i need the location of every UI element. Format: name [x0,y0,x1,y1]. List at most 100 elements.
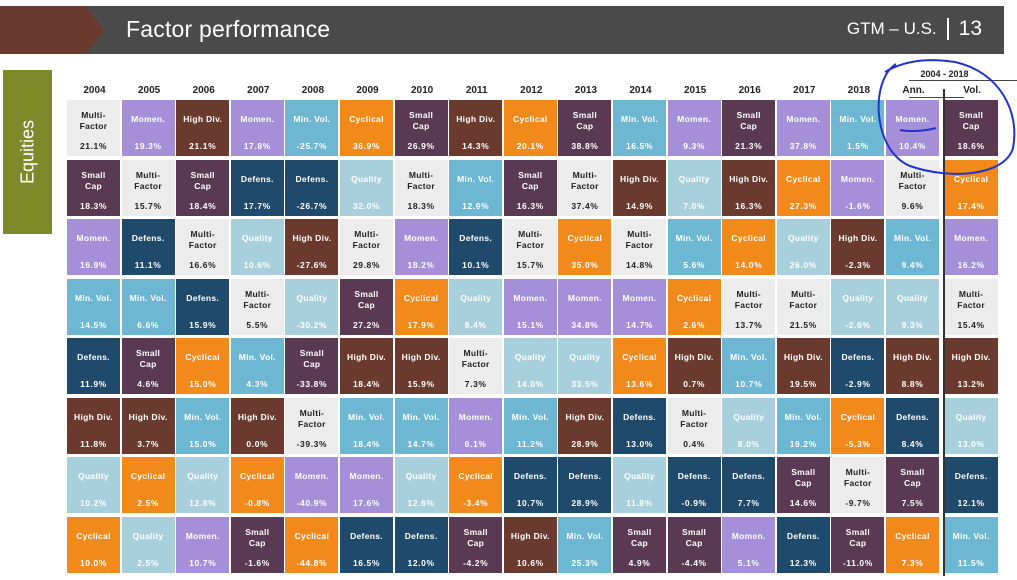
factor-cell: Cyclical 2.5% [121,457,175,513]
factor-name: Momen. [895,114,930,124]
factor-name: Defens. [623,411,656,422]
factor-cell: Small Cap 18.6% [944,100,998,156]
factor-cell: Defens. -26.7% [285,159,339,216]
factor-return: 37.4% [571,200,599,211]
factor-cell: Cyclical 35.0% [558,219,612,275]
factor-cell: Multi- Factor 7.3% [449,338,503,394]
factor-return: 18.6% [957,141,985,151]
factor-cell: Multi- Factor 18.3% [394,159,448,216]
equities-side-tab: Equities [3,70,52,234]
factor-return: -4.2% [463,557,489,568]
factor-return: 17.9% [407,319,435,330]
factor-name: Defens. [186,292,220,303]
factor-cell: Momen. 16.9% [67,219,120,275]
factor-name: Quality [787,233,819,243]
factor-return: 11.8% [626,498,653,508]
factor-cell: Min. Vol. 9.4% [886,219,939,275]
factor-name: Quality [460,292,492,303]
factor-return: -2.6% [845,319,871,330]
factor-cell: Small Cap 18.4% [176,159,230,216]
factor-name: High Div. [565,411,605,422]
factor-cell: Small Cap 27.2% [340,278,393,335]
factor-return: 34.8% [571,319,599,330]
factor-return: 10.7% [189,557,217,568]
factor-name: Multi- Factor [789,288,818,310]
factor-name: High Div. [620,173,659,184]
factor-return: 35.0% [571,260,599,270]
factor-return: 15.7% [134,200,162,211]
factor-return: -9.7% [845,498,871,508]
factor-name: Cyclical [513,114,548,124]
factor-name: Cyclical [458,471,493,481]
factor-cell: Min. Vol. 10.7% [722,338,776,394]
factor-name: Defens. [240,173,274,184]
factor-cell: High Div. 14.3% [449,100,503,156]
factor-return: 27.3% [789,200,817,211]
factor-cell: High Div. 8.8% [886,338,939,394]
factor-name: Small Cap [190,169,215,191]
factor-return: 8.4% [901,438,924,449]
factor-return: 0.4% [683,438,705,449]
factor-name: Defens. [677,471,711,481]
factor-return: -33.8% [296,379,328,389]
factor-cell: Cyclical 10.0% [67,516,120,573]
factor-name: Cyclical [403,292,439,303]
factor-cell: High Div. 19.5% [776,338,830,394]
factor-name: Momen. [731,530,766,541]
factor-cell: Multi- Factor 15.7% [121,159,175,216]
factor-name: Small Cap [518,169,543,191]
factor-cell: High Div. 14.9% [613,159,666,216]
year-header: 2006 [192,85,215,96]
year-header: 2014 [629,85,652,96]
factor-name: Quality [678,173,710,184]
factor-cell: Quality 8.4% [449,278,503,335]
factor-cell: Cyclical 27.3% [776,159,830,216]
factor-cell: Quality 13.0% [944,397,998,454]
factor-name: Min. Vol. [129,292,167,303]
factor-cell: Quality 2.5% [121,516,175,573]
factor-return: 2.5% [137,557,159,568]
factor-name: Cyclical [240,471,275,481]
factor-cell: High Div. 11.8% [67,397,120,454]
factor-return: 10.4% [898,141,927,151]
factor-cell: Min. Vol. 14.5% [67,278,120,335]
factor-name: Cyclical [130,471,166,481]
factor-cell: Quality 11.8% [613,457,666,513]
factor-name: Defens. [459,233,493,243]
factor-cell: Cyclical 15.0% [176,338,230,394]
factor-cell: Quality 9.3% [886,278,939,335]
factor-name: Quality [569,352,601,362]
factor-name: Multi- Factor [571,169,599,191]
factor-return: 15.9% [407,379,435,389]
factor-return: 14.6% [789,498,817,508]
factor-name: Cyclical [731,233,766,243]
factor-cell: Small Cap 7.5% [886,457,939,513]
factor-return: 10.2% [79,498,108,508]
factor-return: 27.2% [352,319,381,330]
factor-return: 2.5% [137,498,159,508]
factor-return: 5.5% [246,319,269,330]
factor-return: -0.8% [244,498,270,508]
factor-cell: Min. Vol. 5.6% [667,219,721,275]
factor-return: 25.3% [571,557,599,568]
factor-cell: Small Cap 4.6% [121,338,175,394]
factor-name: Quality [187,471,219,481]
factor-cell: Small Cap 16.3% [503,159,557,216]
factor-return: 7.7% [737,498,760,508]
factor-name: Momen. [240,114,275,124]
factor-cell: Small Cap 38.8% [558,100,612,156]
factor-return: 11.5% [957,557,985,568]
banner-separator [946,18,949,40]
factor-name: High Div. [347,352,386,362]
factor-return: -2.9% [845,379,871,389]
factor-return: -11.0% [842,557,873,568]
factor-name: Small Cap [900,467,925,488]
factor-return: 12.1% [957,498,985,508]
factor-return: 18.4% [189,200,217,211]
factor-return: -1.6% [845,200,871,211]
factor-cell: Momen. 17.8% [230,100,284,156]
factor-name: Min. Vol. [402,411,440,422]
factor-cell: Multi- Factor 37.4% [558,159,612,216]
factor-return: 15.1% [516,319,544,330]
factor-name: Min. Vol. [74,292,112,303]
